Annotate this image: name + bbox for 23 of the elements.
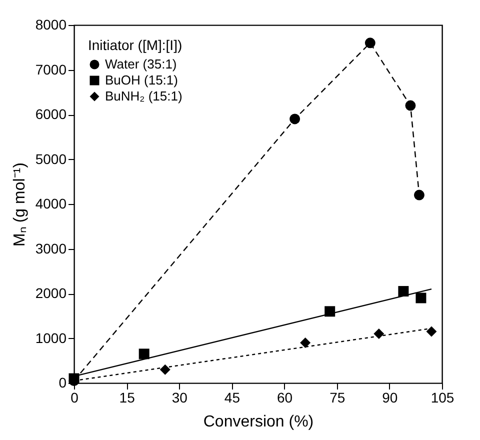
legend-title: Initiator ([M]:[I])	[88, 37, 182, 53]
x-tick-label: 45	[224, 390, 240, 406]
legend-label: Water (35:1)	[105, 56, 177, 72]
y-tick-label: 5000	[35, 150, 67, 167]
x-tick-label: 0	[70, 390, 79, 406]
legend-label: BuNH₂ (15:1)	[105, 88, 182, 104]
y-tick-label: 3000	[35, 240, 67, 256]
y-tick-label: 0	[58, 374, 67, 390]
y-tick-label: 7000	[35, 61, 67, 78]
x-axis-title: Conversion (%)	[203, 414, 314, 430]
y-axis-title: Mₙ (g mol⁻¹)	[11, 162, 28, 246]
y-tick-label: 2000	[35, 285, 67, 301]
x-tick-label: 105	[430, 390, 454, 406]
y-tick-label: 4000	[35, 196, 67, 212]
y-tick-label: 6000	[35, 106, 67, 122]
x-tick-label: 75	[330, 390, 346, 406]
x-tick-label: 30	[172, 390, 188, 406]
x-tick-label: 15	[119, 390, 136, 406]
legend-label: BuOH (15:1)	[105, 72, 178, 88]
x-tick-label: 90	[382, 390, 398, 406]
x-tick-label: 60	[276, 390, 293, 406]
y-tick-label: 8000	[35, 16, 67, 32]
y-tick-label: 1000	[35, 330, 67, 346]
